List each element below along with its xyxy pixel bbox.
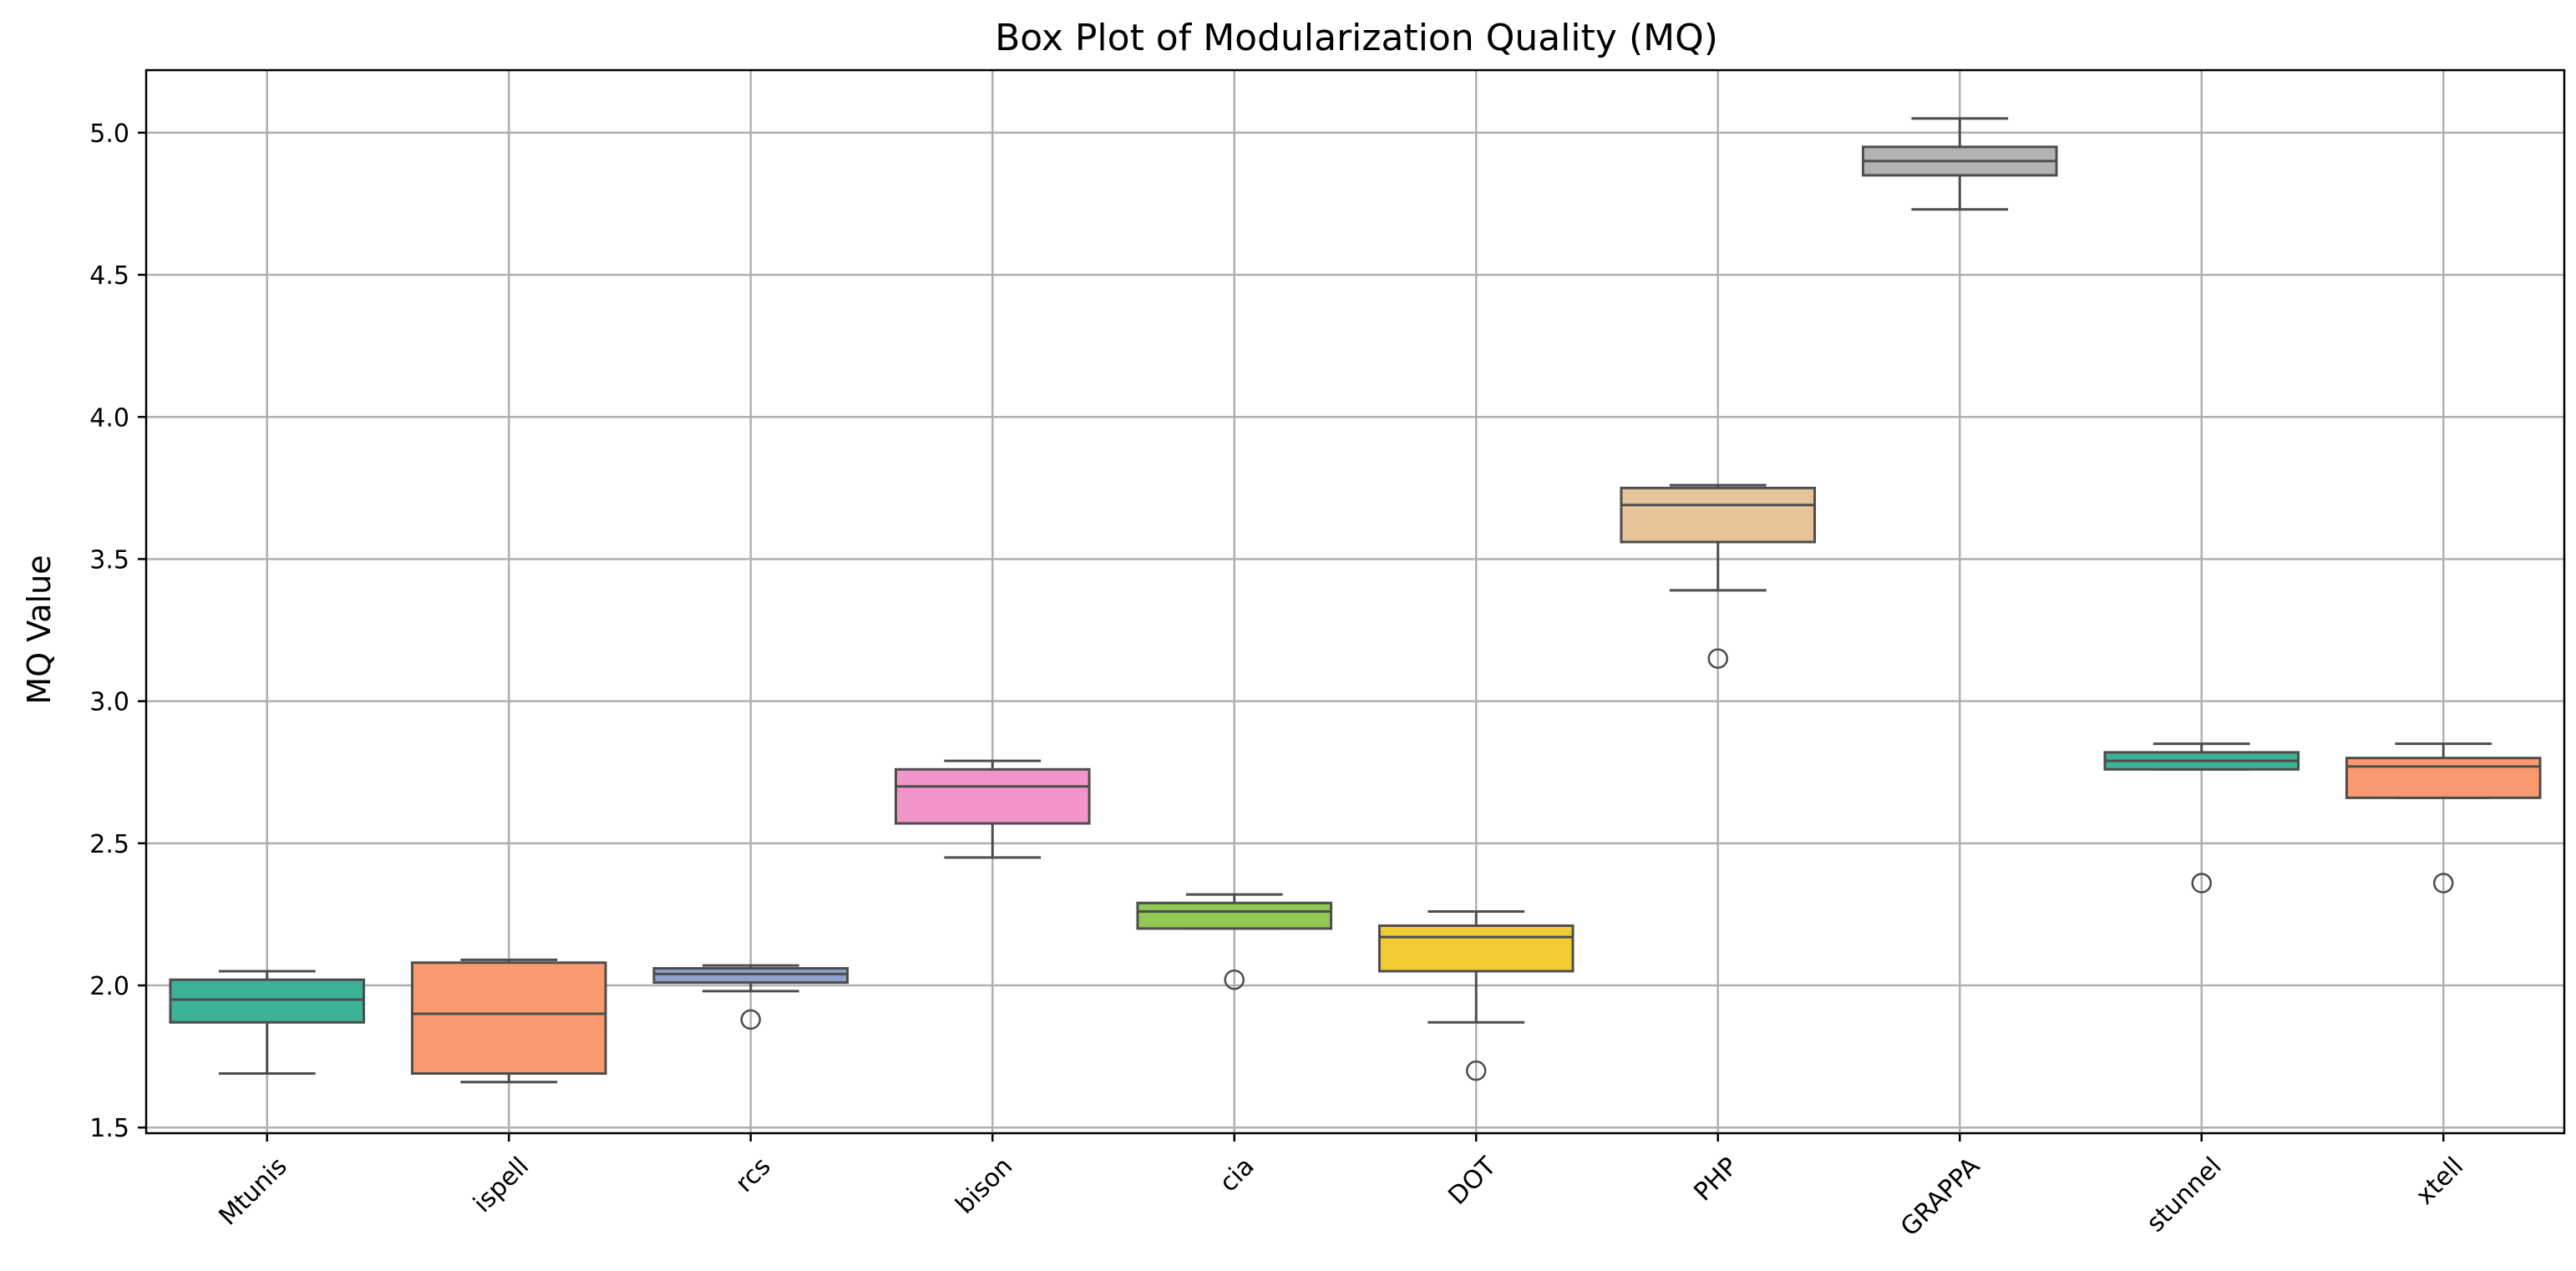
x-tick-label-php: PHP: [1688, 1152, 1743, 1207]
outlier-point: [1707, 648, 1728, 669]
x-tick-label-cia: cia: [1214, 1152, 1260, 1198]
y-tick-label: 3.0: [89, 688, 129, 717]
y-tick-label: 2.0: [89, 972, 129, 1001]
y-tick-label: 3.5: [89, 545, 129, 575]
iqr-box: [1620, 486, 1817, 544]
outlier-point: [1224, 969, 1245, 990]
y-tick-label: 2.5: [89, 830, 129, 859]
x-tick-label-dot: DOT: [1443, 1152, 1502, 1211]
box-layer: [169, 117, 2542, 1084]
x-tick-label-bison: bison: [951, 1152, 1019, 1220]
iqr-box: [1377, 924, 1575, 973]
y-tick-label: 1.5: [89, 1114, 129, 1143]
box-rcs: [652, 964, 849, 1030]
x-tick-label-stunnel: stunnel: [2141, 1152, 2227, 1238]
box-cia: [1136, 893, 1333, 990]
outlier-point: [740, 1009, 761, 1030]
box-mtunis: [169, 970, 366, 1076]
x-tick-label-rcs: rcs: [730, 1152, 777, 1198]
x-tick-label-grappa: GRAPPA: [1895, 1152, 1986, 1243]
box-xtell: [2345, 742, 2542, 894]
x-tick-label-xtell: xtell: [2411, 1152, 2469, 1210]
iqr-box: [1136, 901, 1333, 930]
box-php: [1620, 484, 1817, 669]
iqr-box: [652, 967, 849, 985]
outlier-point: [2433, 873, 2454, 894]
box-grappa: [1861, 117, 2058, 211]
outlier-point: [2191, 873, 2212, 894]
box-dot: [1377, 910, 1575, 1081]
x-tick-label-mtunis: Mtunis: [213, 1152, 292, 1231]
box-ispell: [410, 958, 607, 1084]
iqr-box: [169, 978, 366, 1024]
y-axis-label: MQ Value: [21, 554, 58, 704]
box-bison: [894, 759, 1091, 859]
y-tick-label: 4.5: [89, 261, 129, 291]
box-stunnel: [2103, 742, 2300, 894]
iqr-box: [2345, 757, 2542, 799]
chart-title: Box Plot of Modularization Quality (MQ): [995, 17, 1718, 59]
x-tick-label-ispell: ispell: [468, 1152, 535, 1218]
outlier-point: [1466, 1060, 1487, 1081]
plot-area-frame: [145, 68, 2566, 1135]
y-tick-label: 4.0: [89, 403, 129, 433]
y-tick-label: 5.0: [89, 119, 129, 149]
iqr-box: [894, 767, 1091, 825]
iqr-box: [410, 961, 607, 1076]
